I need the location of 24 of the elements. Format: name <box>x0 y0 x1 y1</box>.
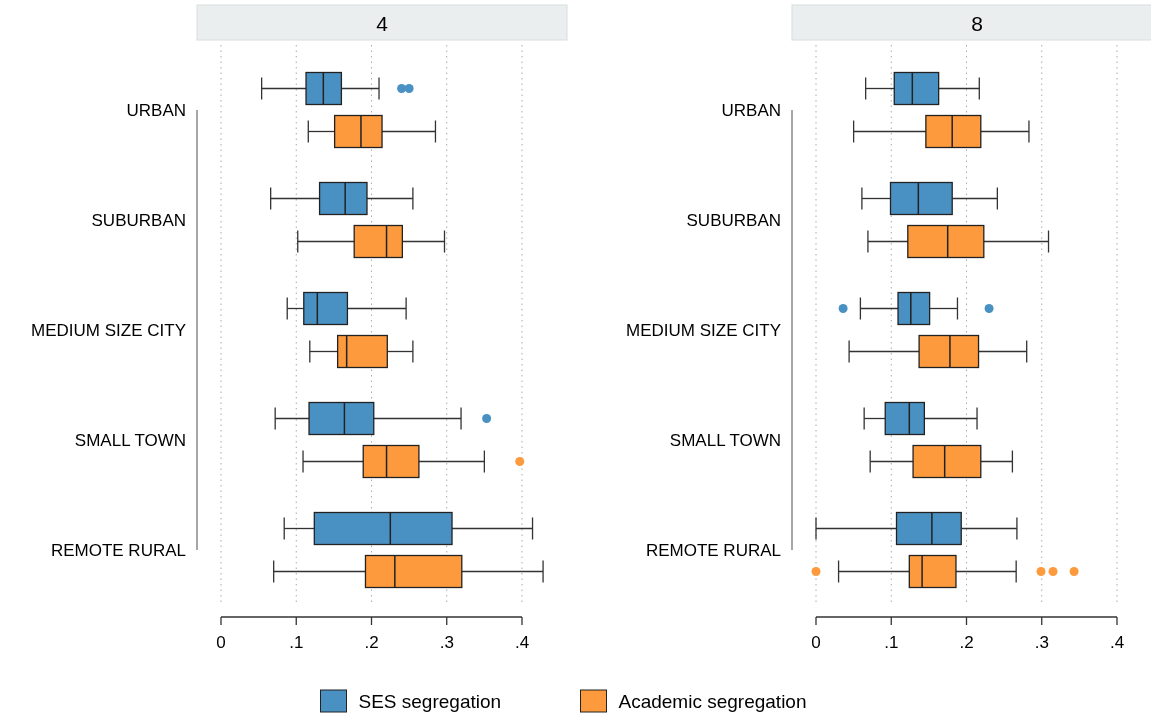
x-tick-label: .2 <box>364 633 379 652</box>
y-tick-label: SUBURBAN <box>686 211 781 230</box>
chart-title: 4 <box>376 12 389 35</box>
x-tick-label: .2 <box>959 633 974 652</box>
y-tick-label: REMOTE RURAL <box>50 541 186 560</box>
x-tick-label: 0 <box>216 633 226 652</box>
x-tick-label: .3 <box>439 633 454 652</box>
y-tick-label: REMOTE RURAL <box>645 541 781 560</box>
chart-title: 8 <box>971 12 983 35</box>
y-tick-label: SUBURBAN <box>91 211 186 230</box>
y-tick-label: MEDIUM SIZE CITY <box>31 321 186 340</box>
y-tick-label: SMALL TOWN <box>74 431 186 450</box>
legend-label: Academic segregation <box>618 691 807 712</box>
x-tick-label: 0 <box>811 633 821 652</box>
y-tick-label: URBAN <box>721 101 781 120</box>
x-tick-label: .4 <box>1109 633 1125 652</box>
x-tick-label: .3 <box>1034 633 1049 652</box>
x-tick-label: .1 <box>289 633 304 652</box>
legend-label: SES segregation <box>358 691 502 712</box>
y-tick-label: MEDIUM SIZE CITY <box>626 321 781 340</box>
y-tick-label: URBAN <box>126 101 186 120</box>
x-tick-label: .1 <box>884 633 899 652</box>
x-tick-label: .4 <box>514 633 530 652</box>
y-tick-label: SMALL TOWN <box>669 431 781 450</box>
